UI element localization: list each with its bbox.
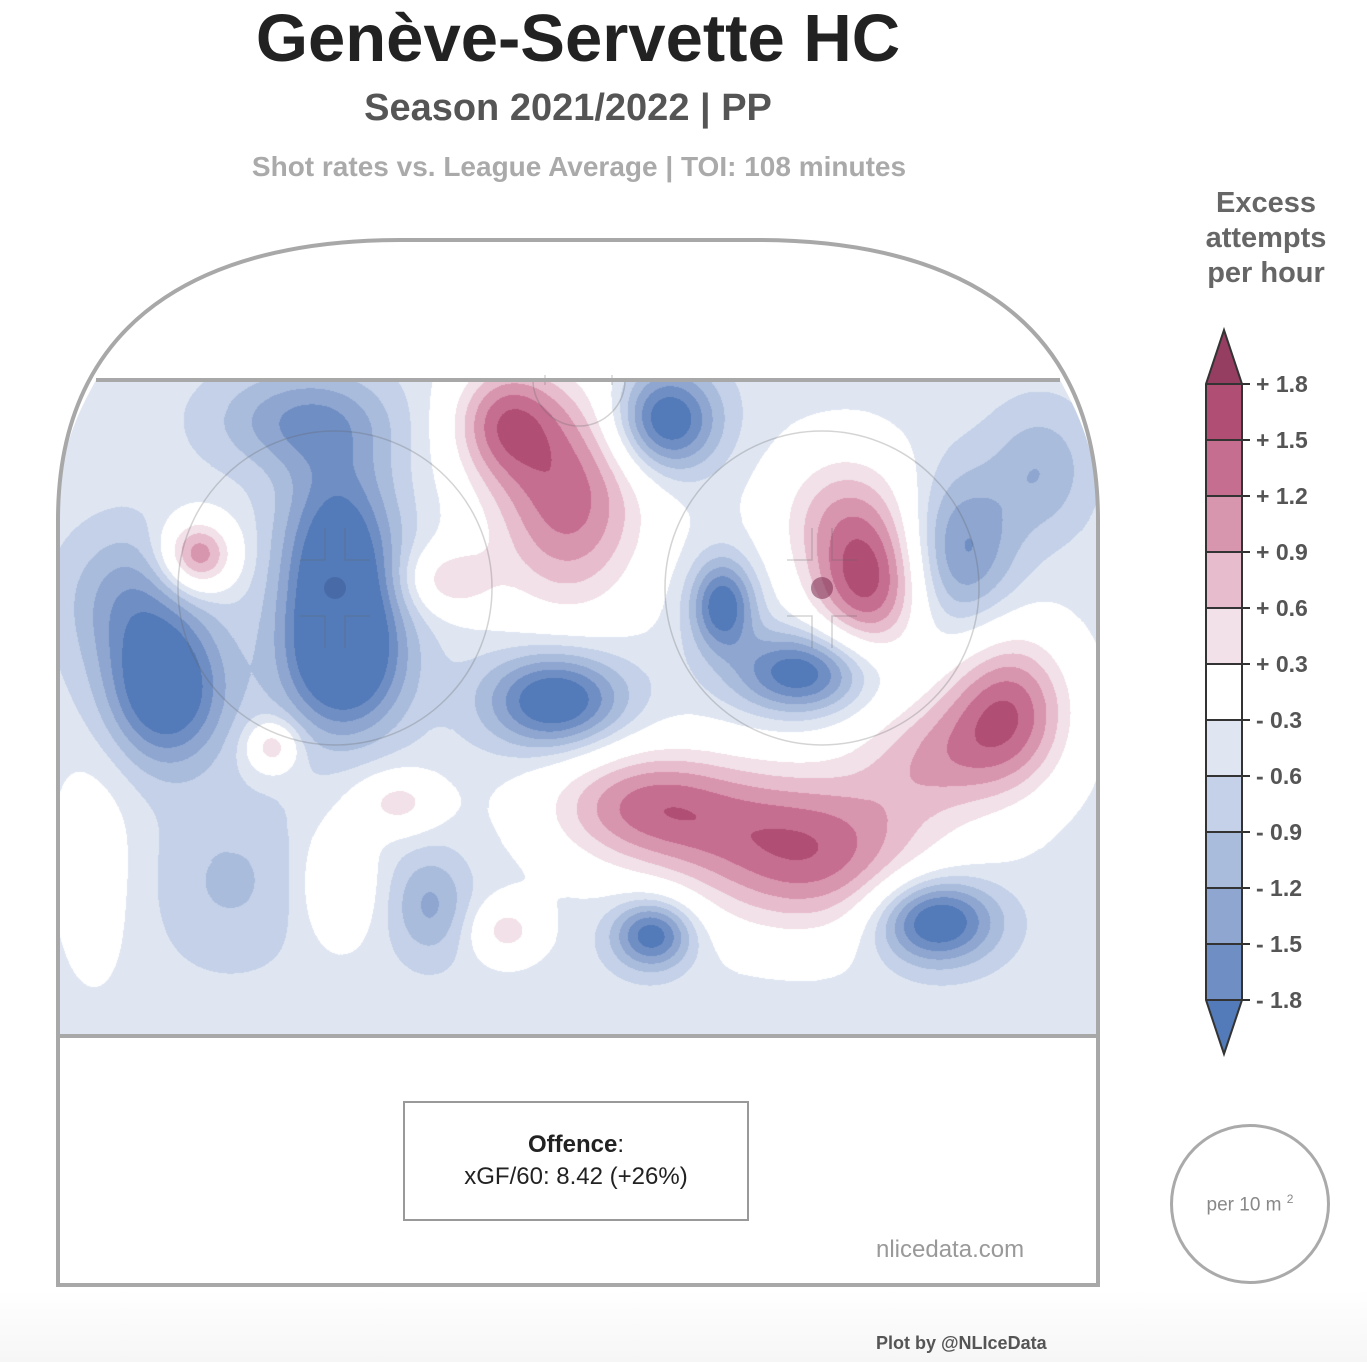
legend-tick-label: - 1.2	[1256, 875, 1302, 901]
legend-tick-label: - 0.9	[1256, 819, 1302, 845]
plot-credit: Plot by @NLIceData	[876, 1333, 1047, 1353]
right-faceoff-circle	[664, 430, 980, 746]
left-faceoff-dot	[324, 577, 346, 599]
watermark: nlicedata.com	[876, 1236, 1025, 1263]
legend-band	[1206, 330, 1242, 384]
offence-stats-box: Offence: xGF/60: 8.42 (+26%)	[403, 1101, 749, 1221]
left-hash-marks	[300, 528, 370, 648]
legend-band	[1206, 496, 1242, 552]
legend-band	[1206, 552, 1242, 608]
chart-caption: Shot rates vs. League Average | TOI: 108…	[251, 151, 907, 182]
legend-tick-label: + 0.6	[1256, 595, 1308, 621]
legend-tick-label: + 1.5	[1256, 427, 1308, 453]
rink-outline	[56, 238, 1100, 1287]
legend-band	[1206, 720, 1242, 776]
legend-tick-label: - 1.5	[1256, 931, 1302, 957]
right-faceoff-dot	[811, 577, 833, 599]
goal-crease	[532, 379, 626, 427]
rink-markings	[177, 375, 980, 746]
legend-band	[1206, 776, 1242, 832]
legend-band	[1206, 832, 1242, 888]
legend-tick-label: + 1.8	[1256, 371, 1308, 397]
area-unit-label: per 10 m 2	[1206, 1191, 1294, 1216]
legend-title: Excess attempts per hour	[1205, 187, 1327, 289]
legend-band	[1206, 664, 1242, 720]
legend-band	[1206, 384, 1242, 440]
legend-band	[1206, 440, 1242, 496]
area-unit-circle: per 10 m 2	[1170, 1124, 1330, 1284]
legend-band	[1206, 944, 1242, 1000]
legend-ticks: + 1.8 + 1.5 + 1.2 + 0.9 + 0.6 + 0.3 - 0.3 - 0.6…	[1206, 371, 1308, 1013]
legend-band	[1206, 608, 1242, 664]
chart-title: Genève-Servette HC	[255, 1, 901, 76]
legend-tick-label: + 1.2	[1256, 483, 1308, 509]
legend-band	[1206, 888, 1242, 944]
legend-tick-label: + 0.3	[1256, 651, 1308, 677]
legend-tick-label: - 1.8	[1256, 987, 1302, 1013]
legend-tick-label: - 0.3	[1256, 707, 1302, 733]
right-hash-marks	[787, 528, 857, 648]
legend-tick-label: + 0.9	[1256, 539, 1308, 565]
chart-subtitle: Season 2021/2022 | PP	[364, 87, 772, 129]
xgf-value: xGF/60: 8.42 (+26%)	[464, 1163, 688, 1190]
offence-label: Offence:	[527, 1131, 625, 1158]
left-faceoff-circle	[177, 430, 493, 746]
legend-tick-label: - 0.6	[1256, 763, 1302, 789]
